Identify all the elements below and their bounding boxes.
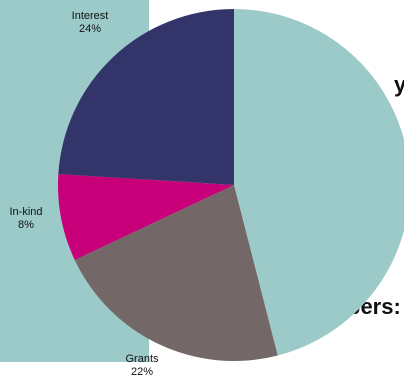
background-text-fragment: y xyxy=(394,72,404,97)
pie-slice-unlabeled xyxy=(234,9,404,356)
slice-label: Grants xyxy=(125,353,159,365)
slice-percent-label: 24% xyxy=(79,23,101,35)
pie-slices xyxy=(58,9,404,361)
slice-percent-label: 8% xyxy=(18,219,34,231)
slice-label: Interest xyxy=(72,10,109,22)
slice-label: In-kind xyxy=(9,206,42,218)
pie-slice-grants xyxy=(74,185,278,361)
pie-slice-in-kind xyxy=(58,173,235,260)
pie-slice-interest xyxy=(58,9,234,185)
slice-percent-label: 22% xyxy=(131,366,153,378)
